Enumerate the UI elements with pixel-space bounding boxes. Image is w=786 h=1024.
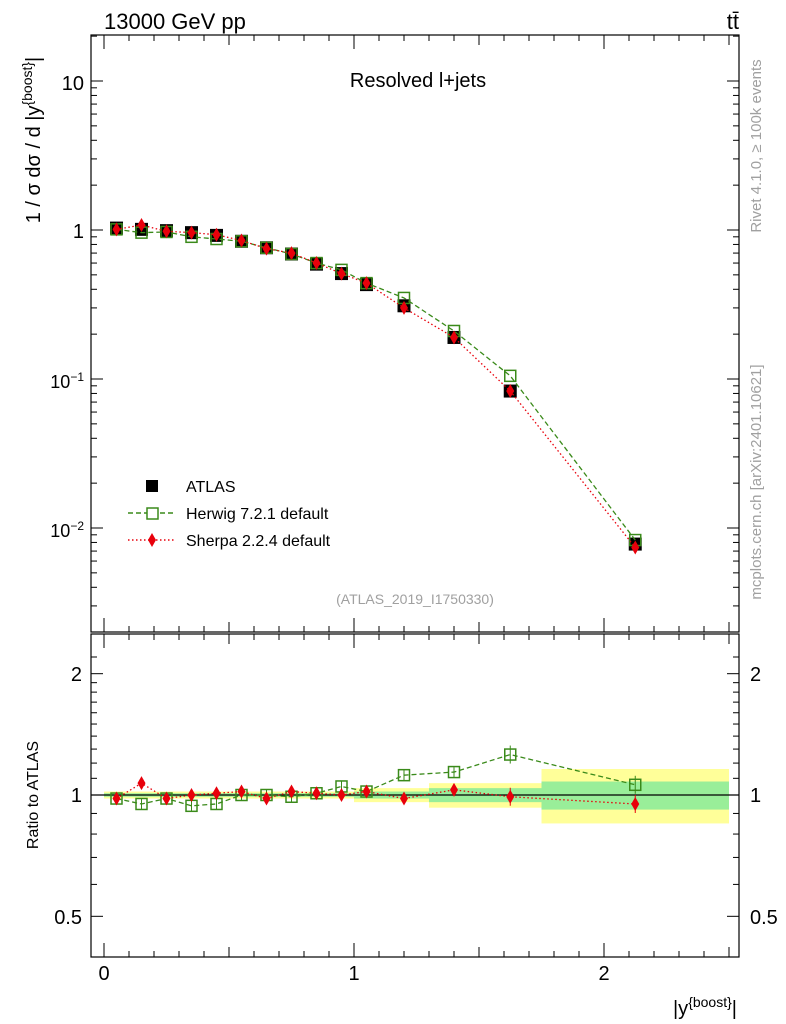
sherpa-ratio-point (212, 786, 221, 801)
main-plot-frame (90, 34, 740, 633)
sherpa-ratio-point (506, 789, 515, 804)
process-label: tt̄ (727, 9, 739, 34)
sherpa-ratio-line (116, 782, 636, 805)
sherpa-main-point (287, 246, 296, 261)
main-y-axis-title: 1 / σ dσ / d |y{boost}| (19, 57, 45, 224)
legend-sherpa-label: Sherpa 2.2.4 default (186, 533, 331, 550)
sherpa-ratio-point (262, 791, 271, 806)
x-tick-label-1: 1 (348, 963, 359, 985)
sherpa-main-point (506, 384, 515, 399)
sherpa-main-point (400, 300, 408, 315)
ratio-series-layer (110, 745, 642, 813)
sherpa-ratio-point (162, 791, 171, 806)
ratio-y-tick-label-1: 1 (71, 785, 82, 807)
ratio-y-tick-label-right-0.5: 0.5 (750, 907, 778, 929)
sherpa-ratio-point (362, 784, 371, 799)
sherpa-ratio-point (631, 796, 640, 811)
sherpa-main-point (237, 233, 246, 248)
x-axis-title: |y{boost}| (673, 994, 737, 1020)
legend-herwig-marker (146, 507, 159, 520)
herwig-ratio-point (397, 768, 411, 782)
main-y-tick-label-1: 1 (73, 221, 84, 243)
main-series-layer (110, 218, 642, 555)
x-tick-label-2: 2 (598, 963, 609, 985)
rivet-version-label: Rivet 4.1.0, ≥ 100k events (748, 59, 765, 232)
legend-herwig-label: Herwig 7.2.1 default (186, 506, 329, 523)
sherpa-main-point (112, 222, 121, 237)
legend: ATLAS Herwig 7.2.1 default Sherpa 2.2.4 … (128, 479, 331, 550)
ratio-y-tick-label-right-2: 2 (750, 664, 761, 686)
sherpa-ratio-point (450, 782, 458, 797)
herwig-main-point (504, 369, 517, 383)
legend-atlas-marker (146, 480, 158, 492)
x-tick-label-0: 0 (98, 963, 109, 985)
ratio-y-tick-label-2: 2 (71, 664, 82, 686)
sherpa-main-point (137, 218, 146, 233)
main-y-tick-label-1e-2: 10−2 (50, 519, 84, 541)
sherpa-main-point (631, 540, 640, 555)
analysis-watermark: (ATLAS_2019_I1750330) (336, 591, 494, 607)
sherpa-main-point (337, 266, 346, 281)
sherpa-ratio-point (337, 788, 346, 802)
panel-title: Resolved l+jets (350, 70, 486, 92)
sherpa-main-point (212, 227, 221, 242)
mcplots-reference-label: mcplots.cern.ch [arXiv:2401.10621] (748, 364, 765, 599)
sherpa-main-point (362, 276, 371, 291)
sherpa-main-point (450, 330, 458, 345)
legend-sherpa-marker (148, 533, 156, 547)
sherpa-ratio-point (287, 784, 296, 799)
herwig-ratio-point (504, 748, 517, 761)
sherpa-ratio-point (400, 791, 408, 806)
main-y-tick-label-10: 10 (62, 73, 84, 95)
energy-label: 13000 GeV pp (104, 9, 246, 34)
sherpa-main-point (187, 225, 196, 240)
axis-ticks (91, 35, 739, 957)
herwig-ratio-point (629, 778, 642, 792)
herwig-ratio-point (135, 797, 148, 811)
sherpa-main-line (116, 224, 636, 548)
sherpa-main-point (312, 256, 321, 271)
sherpa-ratio-point (137, 776, 146, 791)
sherpa-ratio-point (237, 784, 246, 799)
ratio-y-tick-label-0.5: 0.5 (54, 907, 82, 929)
sherpa-ratio-point (312, 786, 321, 801)
sherpa-ratio-point (187, 788, 196, 802)
sherpa-main-point (162, 224, 171, 239)
sherpa-ratio-point (112, 791, 121, 806)
sherpa-main-point (262, 241, 271, 256)
main-y-tick-label-1e-1: 10−1 (50, 370, 84, 392)
ratio-y-axis-title: Ratio to ATLAS (25, 741, 42, 849)
herwig-ratio-point (447, 765, 461, 779)
legend-atlas-label: ATLAS (186, 479, 236, 496)
ratio-y-tick-label-right-1: 1 (750, 785, 761, 807)
